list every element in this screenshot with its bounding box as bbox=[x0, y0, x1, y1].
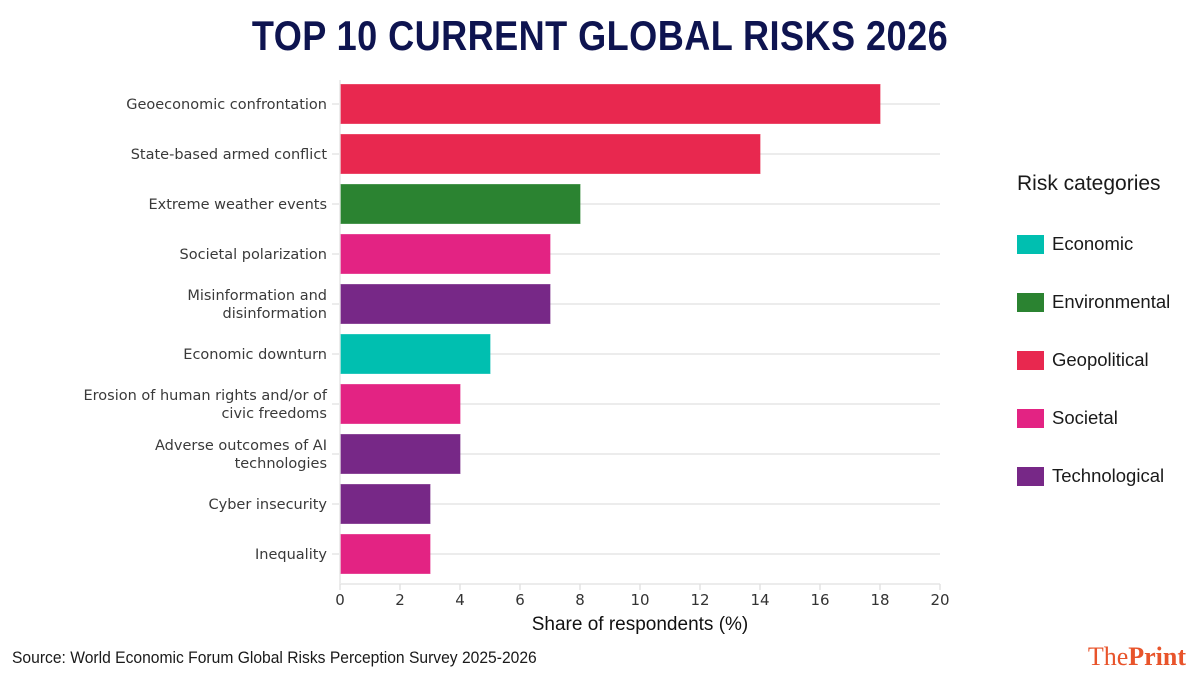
category-label: Adverse outcomes of AI technologies bbox=[155, 438, 327, 472]
bar bbox=[340, 534, 431, 574]
legend-swatch bbox=[1017, 350, 1044, 370]
x-tick-label: 4 bbox=[455, 591, 465, 609]
x-tick-label: 6 bbox=[515, 591, 525, 609]
category-label-line: Geoeconomic confrontation bbox=[126, 97, 327, 113]
legend-label: Geopolitical bbox=[1052, 349, 1149, 370]
bar bbox=[340, 484, 431, 524]
category-label-line: Economic downturn bbox=[183, 347, 327, 363]
legend-swatch bbox=[1017, 466, 1044, 486]
bar bbox=[340, 384, 461, 424]
category-label: Inequality bbox=[255, 547, 327, 563]
theprint-logo: ThePrint bbox=[1087, 642, 1186, 671]
bar bbox=[340, 334, 491, 374]
x-tick-label: 0 bbox=[335, 591, 345, 609]
legend-swatch bbox=[1017, 234, 1044, 254]
category-label-line: Cyber insecurity bbox=[208, 497, 327, 513]
category-label-line: civic freedoms bbox=[221, 406, 327, 422]
source-note: Source: World Economic Forum Global Risk… bbox=[12, 648, 537, 667]
legend-label: Societal bbox=[1052, 407, 1118, 428]
legend-swatch bbox=[1017, 408, 1044, 428]
category-label: Misinformation and disinformation bbox=[187, 288, 327, 322]
x-tick-label: 2 bbox=[395, 591, 405, 609]
legend-label: Environmental bbox=[1052, 291, 1171, 312]
category-label-line: Extreme weather events bbox=[148, 197, 327, 213]
category-label: Economic downturn bbox=[183, 347, 327, 363]
legend-item-technological: Technological bbox=[1017, 464, 1170, 488]
x-axis: 0 2 4 6 8 10 12 14 16 18 20 bbox=[335, 583, 950, 609]
category-label: Geoeconomic confrontation bbox=[126, 97, 327, 113]
category-label-line: disinformation bbox=[223, 306, 327, 322]
category-label-line: Societal polarization bbox=[180, 247, 327, 263]
legend: Risk categories Economic Environmental Geo… bbox=[1017, 172, 1170, 522]
category-label-line: Erosion of human rights and/or of bbox=[83, 388, 327, 404]
category-label-line: Inequality bbox=[255, 547, 327, 563]
chart-title: TOP 10 CURRENT GLOBAL RISKS 2026 bbox=[251, 12, 949, 59]
bar bbox=[340, 434, 461, 474]
legend-item-societal: Societal bbox=[1017, 406, 1170, 430]
legend-label: Technological bbox=[1052, 465, 1165, 486]
category-label: Societal polarization bbox=[180, 247, 327, 263]
bar bbox=[340, 184, 581, 224]
legend-title: Risk categories bbox=[1017, 172, 1161, 195]
category-label-line: State-based armed conflict bbox=[131, 147, 328, 163]
category-labels: Geoeconomic confrontation State-based arm… bbox=[83, 97, 327, 563]
x-tick-label: 8 bbox=[575, 591, 585, 609]
category-label-line: Adverse outcomes of AI bbox=[155, 438, 327, 454]
bars bbox=[340, 84, 881, 574]
category-label-line: Misinformation and bbox=[187, 288, 327, 304]
x-tick-label: 16 bbox=[810, 591, 829, 609]
legend-item-geopolitical: Geopolitical bbox=[1017, 348, 1170, 372]
x-tick-label: 10 bbox=[630, 591, 649, 609]
category-label: Extreme weather events bbox=[148, 197, 327, 213]
legend-swatch bbox=[1017, 292, 1044, 312]
x-tick-label: 14 bbox=[750, 591, 769, 609]
x-tick-label: 18 bbox=[870, 591, 889, 609]
legend-label: Economic bbox=[1052, 233, 1134, 254]
bar bbox=[340, 234, 551, 274]
legend-item-environmental: Environmental bbox=[1017, 290, 1170, 314]
bar bbox=[340, 134, 761, 174]
x-tick-label: 20 bbox=[930, 591, 949, 609]
legend-item-economic: Economic bbox=[1017, 232, 1170, 256]
x-tick-label: 12 bbox=[690, 591, 709, 609]
category-label: Erosion of human rights and/or of civic f… bbox=[83, 388, 327, 422]
category-label: Cyber insecurity bbox=[208, 497, 327, 513]
category-label: State-based armed conflict bbox=[131, 147, 328, 163]
x-axis-title: Share of respondents (%) bbox=[532, 614, 749, 635]
bar bbox=[340, 284, 551, 324]
category-label-line: technologies bbox=[235, 456, 327, 472]
bar bbox=[340, 84, 881, 124]
